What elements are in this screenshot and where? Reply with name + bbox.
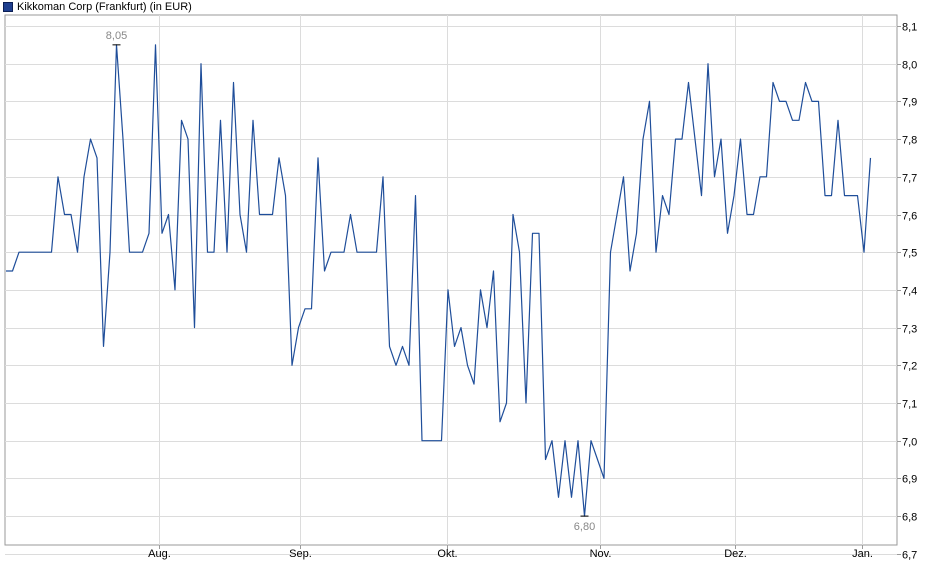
x-tick-label: Sep. [289,548,312,560]
x-tick-label: Aug. [148,548,171,560]
y-tick-label: 7,2 [902,361,917,373]
y-tick-label: 7,1 [902,399,917,411]
x-tick-label: Nov. [590,548,612,560]
y-tick-label: 7,4 [902,286,917,298]
y-tick-label: 7,7 [902,173,917,185]
x-tick-label: Jan. [852,548,873,560]
y-tick-label: 6,9 [902,474,917,486]
x-tick-label: Dez. [724,548,747,560]
y-tick-label: 7,9 [902,97,917,109]
max-label: 8,05 [106,30,127,42]
y-tick-label: 7,0 [902,437,917,449]
plot-frame [4,14,898,546]
y-tick-label: 8,1 [902,22,917,34]
y-tick-label: 7,6 [902,211,917,223]
price-line [6,44,872,517]
chart-legend: Kikkoman Corp (Frankfurt) (in EUR) [3,0,192,14]
y-tick-label: 6,7 [902,550,917,562]
y-tick-label: 7,5 [902,248,917,260]
y-tick-label: 7,3 [902,324,917,336]
x-tick-label: Okt. [437,548,457,560]
legend-swatch [3,2,13,12]
y-tick-label: 6,8 [902,512,917,524]
y-tick-label: 7,8 [902,135,917,147]
min-label: 6,80 [574,521,595,533]
y-tick-label: 8,0 [902,60,917,72]
legend-label: Kikkoman Corp (Frankfurt) (in EUR) [17,1,192,13]
